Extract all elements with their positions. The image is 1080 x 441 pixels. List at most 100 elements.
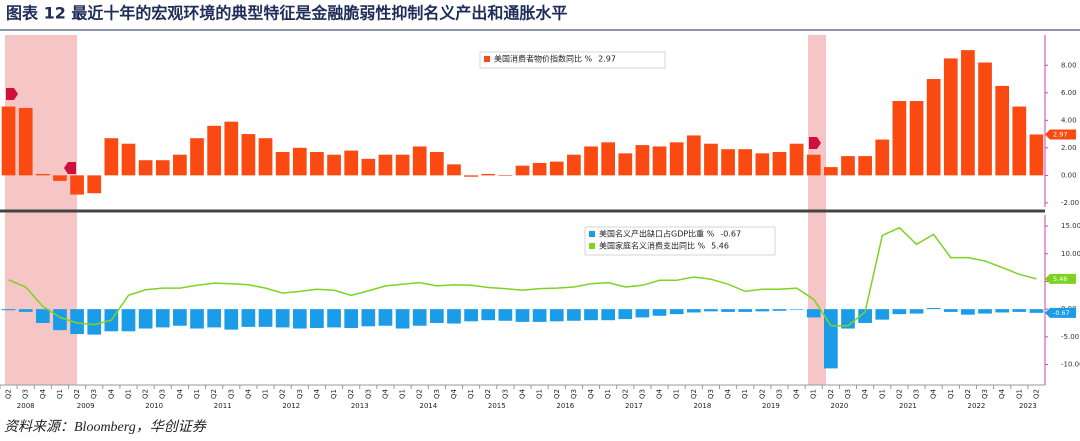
bar — [138, 160, 153, 176]
line — [8, 226, 1037, 327]
x-tick-label: Q2 — [484, 389, 492, 399]
bar — [104, 138, 119, 176]
bar — [344, 150, 359, 176]
legend-label: 美国家庭名义消费支出同比 % — [599, 241, 706, 251]
bar — [224, 121, 239, 176]
bar — [532, 309, 547, 322]
bar — [772, 151, 787, 176]
bar — [35, 309, 50, 323]
bar — [481, 173, 496, 176]
bar — [772, 309, 787, 311]
x-tick-label: Q4 — [930, 388, 938, 399]
legend-box — [479, 51, 666, 69]
year-label: 2016 — [556, 402, 574, 410]
bar — [995, 85, 1010, 176]
legend-value: 5.46 — [711, 242, 729, 251]
bar — [926, 308, 941, 310]
y-tick-label: 10.00 — [1061, 250, 1080, 258]
bar — [378, 309, 393, 326]
bar — [138, 309, 153, 329]
bar — [704, 143, 718, 176]
x-tick-label: Q3 — [159, 389, 167, 399]
bar — [173, 309, 187, 326]
year-label: 2014 — [419, 402, 437, 410]
last-value-tag — [1045, 129, 1076, 140]
bar — [412, 309, 427, 326]
bar — [926, 79, 941, 176]
bar — [1029, 309, 1044, 313]
legend-value: 2.97 — [598, 55, 616, 64]
bar — [601, 309, 616, 321]
x-tick-label: Q1 — [810, 389, 818, 399]
figure-title: 图表 12 最近十年的宏观环境的典型特征是金融脆弱性抑制名义产出和通胀水平 — [6, 4, 567, 23]
bar — [292, 309, 307, 329]
bar — [121, 309, 136, 332]
last-value-tag — [1045, 273, 1076, 284]
bar — [447, 309, 461, 324]
year-label: 2017 — [625, 402, 643, 410]
x-tick-label: Q3 — [844, 389, 852, 399]
x-tick-label: Q3 — [90, 389, 98, 399]
bar — [327, 154, 341, 176]
last-value-label: -0.67 — [1053, 309, 1070, 317]
marker — [64, 162, 76, 174]
x-tick-label: Q4 — [313, 388, 321, 399]
x-tick-label: Q3 — [433, 389, 441, 399]
x-tick-label: Q3 — [981, 389, 989, 399]
x-tick-label: Q2 — [553, 389, 561, 399]
bar — [892, 101, 907, 176]
x-tick-label: Q2 — [347, 389, 355, 399]
bar — [498, 175, 513, 176]
x-tick-label: Q3 — [227, 389, 235, 399]
legend-value: -0.67 — [720, 230, 741, 239]
x-tick-label: Q4 — [793, 388, 801, 399]
bar — [669, 309, 684, 315]
bar — [721, 309, 735, 312]
bar — [755, 309, 770, 312]
bar — [567, 309, 581, 321]
x-tick-label: Q1 — [193, 389, 201, 399]
bar — [275, 309, 290, 328]
bar — [275, 151, 290, 176]
bar — [447, 164, 461, 176]
bar — [53, 175, 67, 181]
x-tick-label: Q3 — [501, 389, 509, 399]
x-tick-label: Q4 — [381, 388, 389, 399]
x-tick-label: Q1 — [1015, 389, 1023, 399]
bar — [310, 309, 324, 328]
x-tick-label: Q2 — [210, 389, 218, 399]
bar — [1012, 309, 1027, 312]
bar — [515, 165, 530, 176]
bar — [87, 309, 102, 335]
x-tick-label: Q2 — [73, 389, 81, 399]
x-tick-label: Q4 — [519, 388, 527, 399]
x-tick-label: Q2 — [142, 389, 150, 399]
bar — [532, 162, 547, 176]
last-value-tag — [1045, 307, 1076, 318]
x-tick-label: Q1 — [56, 389, 64, 399]
x-tick-label: Q2 — [964, 389, 972, 399]
bar — [875, 139, 890, 176]
bar — [961, 309, 975, 315]
bar — [858, 156, 872, 176]
x-tick-label: Q3 — [775, 389, 783, 399]
x-tick-label: Q1 — [124, 389, 132, 399]
x-tick-label: Q3 — [913, 389, 921, 399]
legend-swatch — [589, 231, 595, 237]
legend-label: 美国消费者物价指数同比 % — [494, 54, 593, 64]
x-tick-label: Q1 — [536, 389, 544, 399]
y-tick-label: 15.00 — [1061, 222, 1080, 230]
year-label: 2015 — [488, 402, 506, 410]
y-tick-label: -2.00 — [1061, 199, 1079, 207]
bar — [1, 309, 16, 311]
legend-swatch — [484, 56, 490, 62]
x-tick-label: Q4 — [587, 388, 595, 399]
bar — [824, 167, 838, 176]
bar — [875, 309, 890, 320]
bar — [738, 149, 753, 176]
x-tick-label: Q3 — [570, 389, 578, 399]
y-tick-label: 0.00 — [1061, 171, 1077, 179]
bar — [207, 125, 221, 176]
bar — [943, 58, 958, 176]
